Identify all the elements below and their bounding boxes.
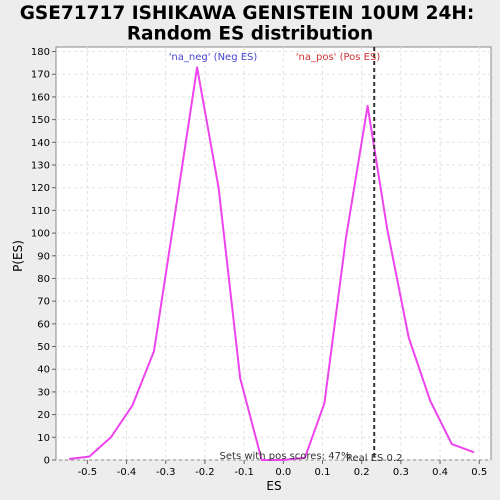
data-point (407, 336, 410, 339)
y-tick-label: 110 (31, 206, 50, 217)
x-tick-label: 0.1 (315, 467, 331, 478)
y-tick-label: 100 (31, 229, 50, 240)
data-point (239, 377, 242, 380)
x-tick-label: 0.0 (275, 467, 291, 478)
x-tick-label: -0.2 (195, 467, 215, 478)
data-point (472, 451, 475, 453)
x-tick-label: -0.1 (234, 467, 254, 478)
y-tick-label: 120 (31, 183, 50, 194)
x-tick-label: -0.3 (156, 467, 176, 478)
data-point (131, 404, 134, 407)
y-tick-label: 0 (44, 456, 50, 467)
y-tick-label: 130 (31, 161, 50, 172)
data-point (217, 186, 220, 189)
data-point (345, 236, 347, 239)
x-tick-label: 0.2 (354, 467, 370, 478)
data-point (196, 66, 198, 69)
y-tick-label: 60 (37, 319, 50, 330)
x-tick-label: 0.4 (432, 467, 448, 478)
data-point (282, 459, 285, 461)
series-layer (68, 66, 475, 461)
x-tick-label: -0.4 (117, 467, 137, 478)
y-axis-label: P(ES) (11, 240, 25, 272)
plot-area (55, 46, 492, 461)
data-point (68, 457, 71, 460)
data-point (153, 350, 155, 352)
y-tick-label: 150 (31, 115, 50, 126)
grid-lines (56, 47, 491, 461)
y-tick-label: 160 (31, 92, 50, 103)
es-distribution-line (69, 66, 474, 461)
x-tick-label: 0.3 (393, 467, 409, 478)
y-tick-label: 30 (37, 387, 50, 398)
chart-title-line1: GSE71717 ISHIKAWA GENISTEIN 10UM 24H: (20, 3, 475, 24)
x-axis-label: ES (266, 479, 281, 493)
data-point (450, 443, 453, 446)
real-es-label: Real ES 0.2 (346, 453, 402, 464)
y-tick-label: 40 (37, 365, 50, 376)
y-axis-ticks: 0 10 20 30 40 50 60 70 80 90 100 110 120 130 140 150 160… (31, 47, 56, 467)
data-point (174, 209, 177, 212)
y-tick-label: 50 (37, 342, 50, 353)
data-point (109, 436, 112, 439)
chart-title-line2: Random ES distribution (127, 24, 373, 45)
y-tick-label: 10 (37, 433, 50, 444)
y-tick-label: 20 (37, 410, 50, 421)
data-point (88, 455, 91, 458)
y-tick-label: 80 (37, 274, 50, 285)
y-tick-label: 140 (31, 138, 50, 149)
y-tick-label: 170 (31, 70, 50, 81)
x-axis-ticks: -0.5 -0.4 -0.3 -0.2 -0.1 0.0 0.1 0.2 0.3 0.4 0.5 (78, 460, 487, 478)
data-point (386, 227, 389, 230)
legend-pos-es: 'na_pos' (Pos ES) (296, 52, 381, 63)
y-tick-label: 90 (37, 251, 50, 262)
legend-neg-es: 'na_neg' (Neg ES) (169, 52, 258, 63)
x-tick-label: -0.5 (78, 467, 98, 478)
y-tick-label: 70 (37, 297, 50, 308)
data-point (303, 456, 306, 459)
footnote-pos-scores: Sets with pos scores: 47% (220, 451, 351, 462)
data-point (366, 105, 369, 107)
data-point (323, 402, 326, 405)
data-point (429, 400, 432, 402)
x-tick-label: 0.5 (471, 467, 487, 478)
data-point (260, 459, 263, 461)
y-tick-label: 180 (31, 47, 50, 58)
